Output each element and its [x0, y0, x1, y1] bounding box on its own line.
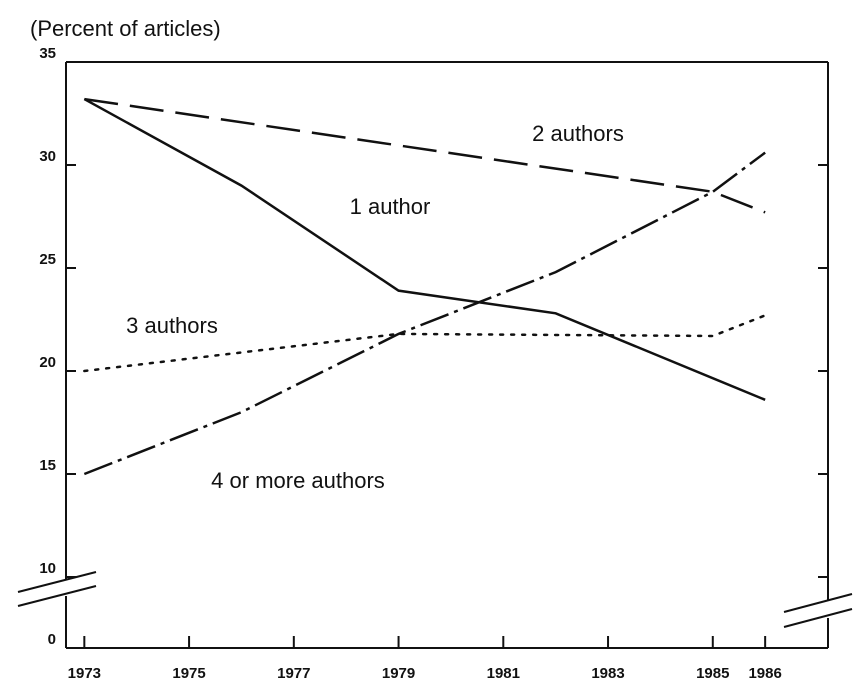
frame	[17, 61, 853, 649]
series-label: 4 or more authors	[211, 468, 385, 493]
series-label: 3 authors	[126, 313, 218, 338]
x-tick-label: 1977	[277, 665, 310, 682]
y-tick-label: 35	[39, 45, 56, 62]
x-tick-label: 1979	[382, 665, 415, 682]
y-tick-label: 30	[39, 148, 56, 165]
series-label: 2 authors	[532, 121, 624, 146]
y-tick-label: 15	[39, 457, 56, 474]
y-tick-label: 0	[48, 631, 56, 648]
series-line	[84, 97, 766, 214]
series-line	[83, 314, 767, 373]
y-axis-label: (Percent of articles)	[30, 16, 221, 41]
series-label: 1 author	[350, 194, 431, 219]
x-tick-label: 1981	[487, 665, 520, 682]
series-line	[83, 97, 766, 401]
y-tick-label: 25	[39, 251, 56, 268]
series-line	[83, 151, 766, 476]
x-tick-label: 1985	[696, 665, 729, 682]
x-tick-label: 1983	[591, 665, 624, 682]
y-tick-label: 20	[39, 354, 56, 371]
x-tick-label: 1986	[748, 665, 781, 682]
x-tick-label: 1975	[172, 665, 205, 682]
y-tick-label: 10	[39, 560, 56, 577]
x-tick-label: 1973	[68, 665, 101, 682]
